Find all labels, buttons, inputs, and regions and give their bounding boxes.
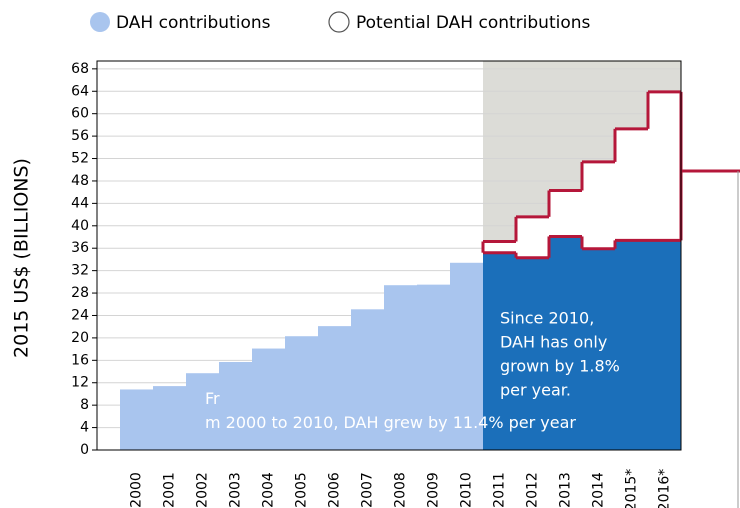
annotation: DAH has only — [500, 333, 607, 352]
x-tick-label: 2002 — [195, 472, 211, 508]
y-tick-label: 4 — [80, 420, 89, 436]
step-bar — [186, 373, 220, 450]
step-bar — [648, 240, 682, 450]
x-tick-label: 2008 — [393, 472, 409, 508]
y-tick-label: 16 — [71, 352, 89, 368]
step-bar — [615, 240, 649, 450]
x-tick-label: 2014 — [591, 472, 607, 508]
x-tick-label: 2012 — [525, 472, 541, 508]
y-tick-label: 40 — [71, 218, 89, 234]
y-tick-label: 12 — [71, 375, 89, 391]
x-tick-label: 2006 — [327, 472, 343, 508]
potential-gap — [549, 190, 582, 237]
y-tick-label: 60 — [71, 106, 89, 122]
y-tick-label: 0 — [80, 442, 89, 458]
y-tick-label: 68 — [71, 61, 89, 77]
step-bar — [516, 257, 550, 450]
x-tick-label: 2007 — [360, 472, 376, 508]
y-tick-label: 8 — [80, 397, 89, 413]
y-tick-label: 28 — [71, 285, 89, 301]
step-bar — [120, 389, 154, 450]
x-tick-label: 2001 — [162, 472, 178, 508]
x-tick-label: 2013 — [558, 472, 574, 508]
x-tick-label: 2010 — [459, 472, 475, 508]
step-bar — [318, 326, 352, 450]
plot-frame — [96, 60, 682, 451]
legend-swatch — [328, 11, 350, 33]
step-bar — [483, 252, 517, 450]
annotation: per year. — [500, 381, 571, 400]
step-bar — [252, 348, 286, 450]
y-tick-label: 36 — [71, 240, 89, 256]
step-bar — [582, 248, 616, 450]
step-bar — [450, 262, 484, 450]
legend-label: DAH contributions — [116, 13, 271, 33]
step-bar — [285, 336, 319, 450]
step-bar — [384, 285, 418, 450]
y-tick-label: 56 — [71, 128, 89, 144]
step-bar — [417, 284, 451, 450]
potential-gap — [516, 216, 549, 258]
x-tick-label: 2005 — [294, 472, 310, 508]
y-tick-label: 32 — [71, 263, 89, 279]
potential-gap — [648, 91, 681, 241]
annotation: Fr m 2000 to 2010, DAH grew by 11.4% per … — [205, 389, 576, 432]
potential-gap — [615, 128, 648, 241]
x-tick-label: 2003 — [228, 472, 244, 508]
legend-label: Potential DAH contributions — [356, 13, 591, 33]
y-tick-label: 64 — [71, 83, 89, 99]
x-tick-label: 2000 — [129, 472, 145, 508]
x-tick-label: 2016* — [657, 469, 673, 508]
step-bar — [351, 309, 385, 450]
step-bar — [549, 236, 583, 450]
y-tick-label: 44 — [71, 195, 89, 211]
x-tick-label: 2015* — [624, 469, 640, 508]
y-tick-label: 20 — [71, 330, 89, 346]
potential-gap — [483, 241, 516, 253]
step-bar — [153, 386, 187, 450]
annotation: grown by 1.8% — [500, 357, 620, 376]
annotation: Since 2010, — [500, 309, 594, 328]
x-tick-label: 2011 — [492, 472, 508, 508]
y-tick-label: 24 — [71, 307, 89, 323]
legend-swatch — [90, 12, 110, 32]
x-tick-label: 2004 — [261, 472, 277, 508]
potential-gap — [582, 161, 615, 249]
step-bar — [219, 361, 253, 450]
y-tick-label: 48 — [71, 173, 89, 189]
y-axis-label: 2015 US$ (BILLIONS) — [11, 158, 33, 358]
y-tick-label: 52 — [71, 151, 89, 167]
x-tick-label: 2009 — [426, 472, 442, 508]
